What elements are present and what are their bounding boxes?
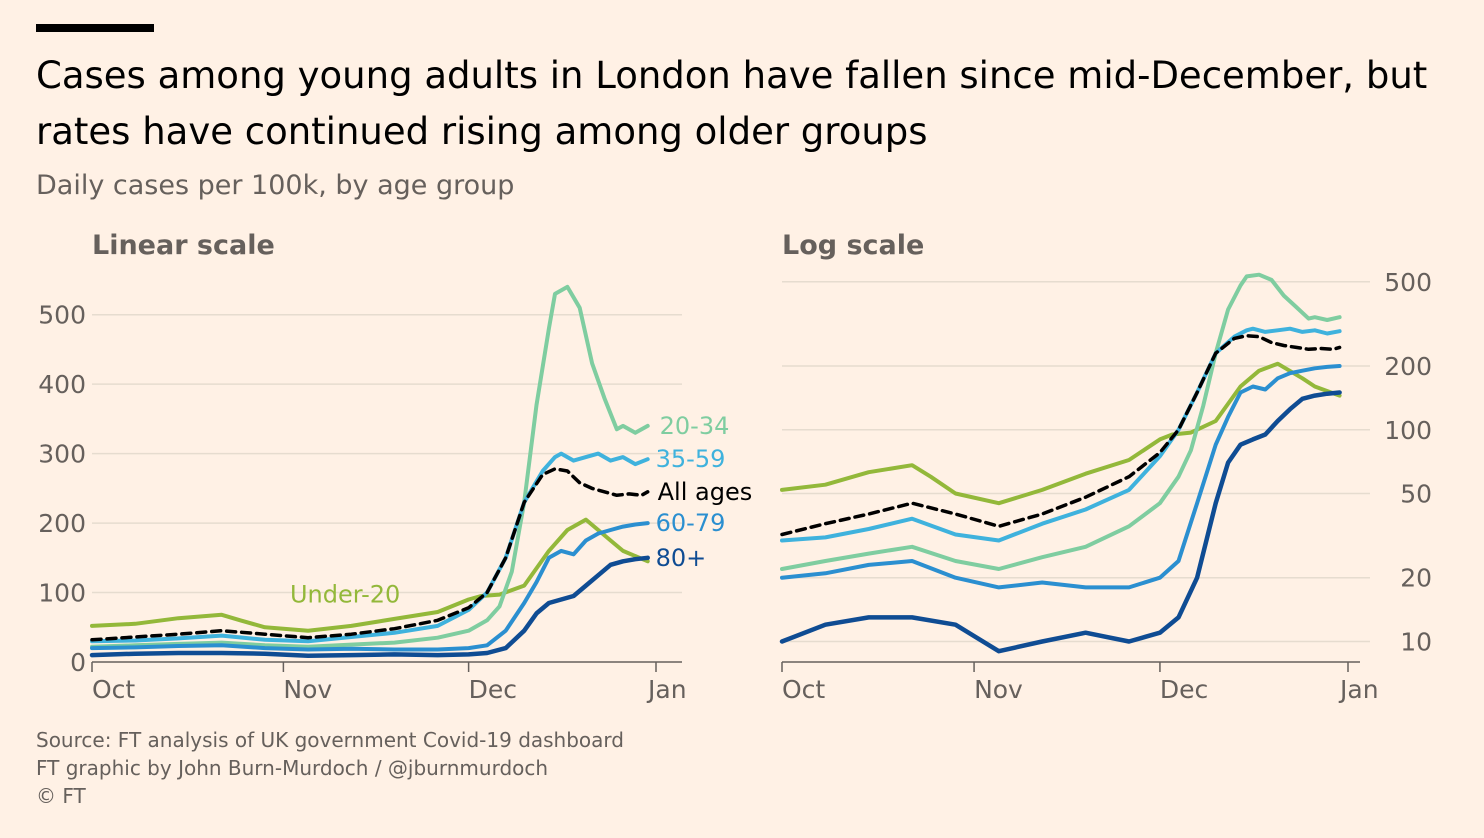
y-tick-label: 100: [1384, 416, 1432, 445]
y-tick-label: 10: [1400, 627, 1432, 656]
x-tick-label: Jan: [1338, 675, 1379, 704]
y-tick-label: 200: [1384, 352, 1432, 381]
series-line-under-20: [780, 361, 1342, 506]
ft-top-bar: [36, 24, 154, 32]
panel-title: Linear scale: [92, 230, 275, 261]
footer: Source: FT analysis of UK government Cov…: [36, 726, 624, 810]
x-tick-label: Nov: [283, 675, 332, 704]
series-label-20-34: 20-34: [660, 412, 730, 440]
y-tick-label: 20: [1400, 564, 1432, 593]
y-tick-label: 500: [38, 301, 86, 330]
panel-log: Log scale 10 20 50 100 200 500 Oct Nov Dec Jan: [779, 230, 1432, 704]
y-tick-label: 100: [38, 579, 86, 608]
x-tick-label: Jan: [646, 675, 687, 704]
x-tick-label: Dec: [469, 675, 517, 704]
series-label-35-59: 35-59: [656, 445, 726, 473]
panel-title: Log scale: [782, 230, 924, 261]
x-tick-label: Oct: [782, 675, 825, 704]
x-tick-label: Oct: [92, 675, 135, 704]
credit-note: FT graphic by John Burn-Murdoch / @jburn…: [36, 756, 549, 780]
source-note: Source: FT analysis of UK government Cov…: [36, 728, 624, 752]
panel-linear: Linear scale 0 100 200 300 400 500 Oct Nov Dec Jan…: [38, 230, 752, 704]
series-line-35-59: [90, 451, 650, 644]
series-line-80-: [89, 555, 650, 658]
series-label-60-79: 60-79: [656, 509, 726, 537]
series-label-all-ages: All ages: [658, 478, 753, 506]
chart-area: Linear scale 0 100 200 300 400 500 Oct Nov Dec Jan…: [38, 230, 1432, 704]
series-line-all-ages: [90, 467, 650, 642]
series-line-60-79: [780, 364, 1342, 590]
series-line-60-79: [90, 521, 650, 652]
copyright-note: © FT: [36, 784, 86, 808]
y-tick-label: 300: [38, 440, 86, 469]
series-line-under-20: [90, 517, 650, 633]
y-tick-label: 50: [1400, 479, 1432, 508]
chart-subtitle: Daily cases per 100k, by age group: [36, 170, 515, 201]
y-tick-label: 0: [70, 648, 86, 677]
series-line-20-34: [90, 284, 650, 649]
x-tick-label: Dec: [1160, 675, 1208, 704]
series-line-all-ages: [780, 333, 1342, 537]
series-line-80-: [779, 390, 1342, 654]
x-tick-label: Nov: [974, 675, 1023, 704]
y-tick-label: 200: [38, 509, 86, 538]
y-tick-label: 400: [38, 370, 86, 399]
y-tick-label: 500: [1384, 268, 1432, 297]
series-line-35-59: [780, 326, 1342, 543]
series-label-under-20: Under-20: [290, 581, 400, 609]
series-line-20-34: [780, 272, 1342, 571]
chart-title: Cases among young adults in London have …: [36, 54, 1428, 153]
series-label-80-: 80+: [656, 544, 707, 572]
